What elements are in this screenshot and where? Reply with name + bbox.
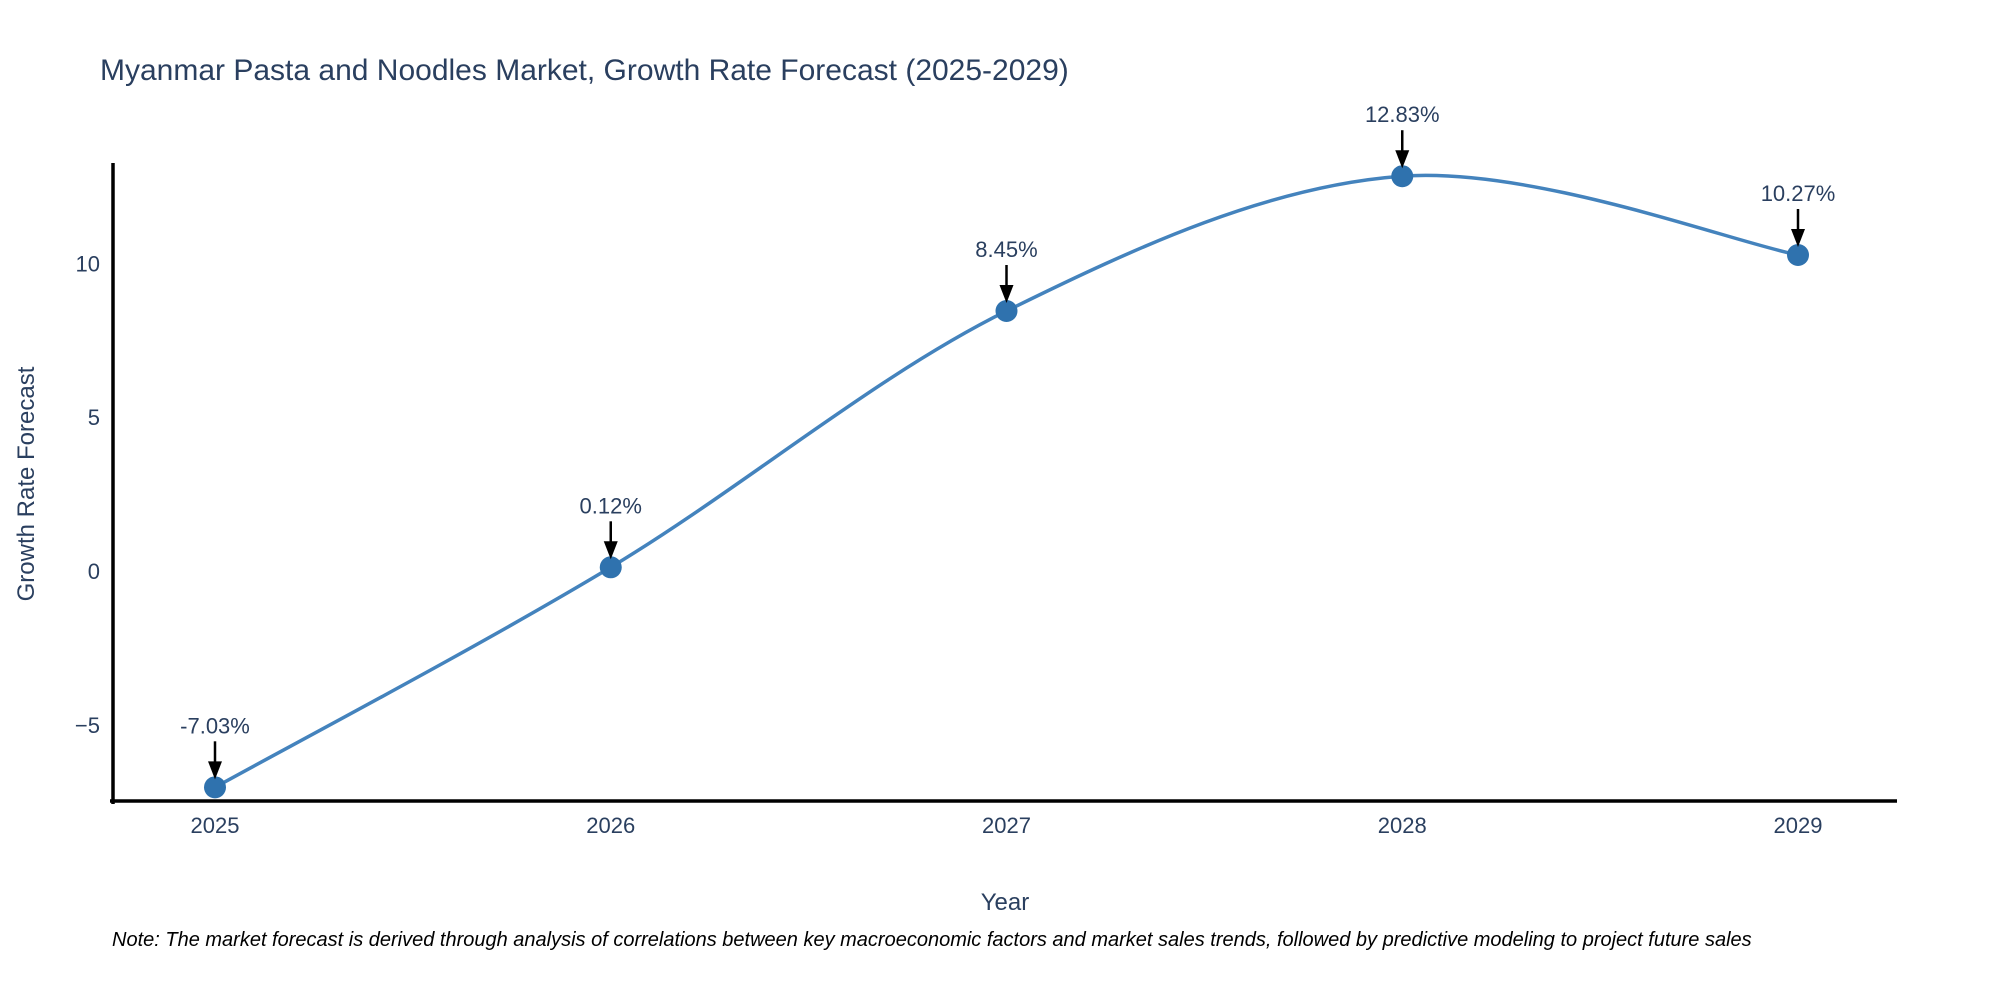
plot-area: 10 5 0 −5 2025 2026 2027 2028 2029 -7.03% 0.12% 8.4… [75,102,1897,838]
annotation-arrowhead [603,541,618,560]
x-tick-label: 2025 [191,813,240,838]
x-tick-label: 2028 [1378,813,1427,838]
data-point-marker [1787,243,1809,266]
y-tick-label: 0 [88,559,100,584]
y-tick-label: −5 [75,713,100,738]
x-tick-label: 2029 [1774,813,1823,838]
annotation-arrowhead [1395,150,1410,169]
data-point-marker [1391,165,1414,188]
y-tick-label: 10 [76,251,100,276]
annotation-arrowhead [999,284,1014,303]
y-tick-label: 5 [88,405,100,430]
y-axis-title: Growth Rate Forecast [13,366,40,601]
point-value-label: -7.03% [180,713,250,738]
x-tick-label: 2026 [586,813,635,838]
point-value-label: 8.45% [975,237,1037,262]
x-tick-label: 2027 [982,813,1031,838]
point-value-label: 10.27% [1761,181,1836,206]
annotation-arrowhead [208,761,222,780]
data-point-marker [995,299,1018,322]
point-value-label: 12.83% [1365,102,1440,127]
annotation-arrowhead [1791,228,1805,247]
chart-title: Myanmar Pasta and Noodles Market, Growth… [100,54,1069,87]
x-axis-title: Year [981,889,1030,916]
data-point-marker [599,556,622,579]
footnote: Note: The market forecast is derived thr… [112,929,1752,951]
point-value-label: 0.12% [580,493,642,518]
data-point-marker [204,776,226,799]
